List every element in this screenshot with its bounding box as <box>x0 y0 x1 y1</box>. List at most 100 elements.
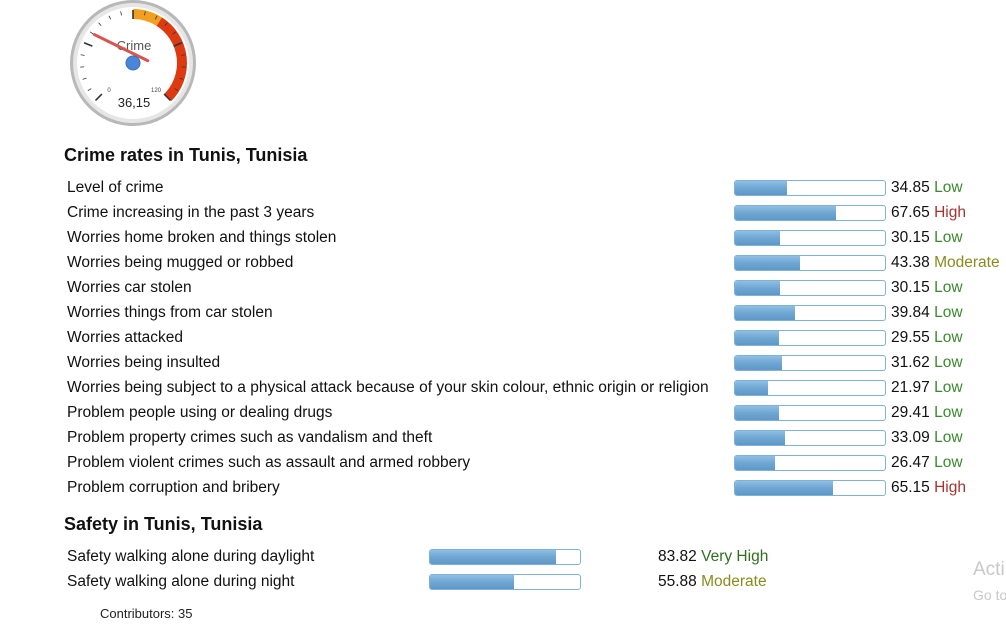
gauge-tick <box>89 31 94 35</box>
gauge-tick <box>163 93 172 102</box>
score-bar-fill <box>735 181 788 195</box>
score-number: 43.38 <box>891 254 930 271</box>
score-bar-fill <box>430 575 514 589</box>
row-label: Problem property crimes such as vandalis… <box>67 429 433 446</box>
score-level: Low <box>934 404 963 421</box>
table-row: Worries being mugged or robbed 43.38 Mode… <box>66 250 1006 275</box>
row-label: Worries being mugged or robbed <box>67 254 294 271</box>
score-bar-fill <box>735 381 768 395</box>
table-row: Worries being insulted 31.62 Low <box>66 350 1006 375</box>
score-value: 31.62 Low <box>891 350 963 375</box>
gauge-tick <box>98 22 102 26</box>
score-bar-fill <box>735 231 781 245</box>
gauge-tick <box>120 11 122 16</box>
score-value: 30.15 Low <box>891 225 963 250</box>
row-label: Worries things from car stolen <box>67 304 273 321</box>
gauge-tick <box>108 15 112 20</box>
score-bar-fill <box>430 550 556 564</box>
gauge-tick <box>173 41 183 47</box>
row-label: Problem people using or dealing drugs <box>67 404 333 421</box>
row-label: Crime increasing in the past 3 years <box>67 204 315 221</box>
crime-section-title: Crime rates in Tunis, Tunisia <box>64 145 308 165</box>
row-label: Worries being insulted <box>67 354 221 371</box>
activation-watermark: Acti Go to <box>973 558 1006 607</box>
table-row: Worries attacked 29.55 Low <box>66 325 1006 350</box>
score-number: 83.82 <box>658 548 697 565</box>
gauge-hub <box>125 55 141 71</box>
table-row: Problem corruption and bribery 65.15 High <box>66 475 1006 500</box>
score-number: 34.85 <box>891 179 930 196</box>
table-row: Worries car stolen 30.15 Low <box>66 275 1006 300</box>
score-bar <box>429 549 581 565</box>
row-label: Worries car stolen <box>67 279 192 296</box>
score-bar <box>429 574 581 590</box>
score-level: Moderate <box>934 254 1000 271</box>
score-level: Moderate <box>701 573 767 590</box>
row-label: Worries home broken and things stolen <box>67 229 337 246</box>
score-value: 33.09 Low <box>891 425 963 450</box>
row-label: Safety walking alone during night <box>67 573 295 590</box>
score-number: 30.15 <box>891 229 930 246</box>
gauge-ticks <box>80 10 186 102</box>
gauge-band-orange <box>132 9 162 26</box>
gauge-tick <box>83 41 93 47</box>
score-number: 26.47 <box>891 454 930 471</box>
gauge-tick <box>179 77 184 80</box>
score-number: 30.15 <box>891 279 930 296</box>
score-level: Low <box>934 179 963 196</box>
score-bar <box>734 330 886 346</box>
score-bar <box>734 305 886 321</box>
score-bar <box>734 255 886 271</box>
score-number: 55.88 <box>658 573 697 590</box>
contributors-count: Contributors: 35 <box>100 606 193 621</box>
gauge-tick <box>164 22 168 26</box>
score-bar <box>734 405 886 421</box>
score-bar-fill <box>735 256 801 270</box>
score-number: 65.15 <box>891 479 930 496</box>
score-bar-fill <box>735 481 833 495</box>
score-level: Low <box>934 354 963 371</box>
score-level: Low <box>934 329 963 346</box>
table-row: Crime increasing in the past 3 years 67.6… <box>66 200 1006 225</box>
gauge-value: 36,15 <box>118 95 151 110</box>
score-value: 39.84 Low <box>891 300 963 325</box>
score-number: 33.09 <box>891 429 930 446</box>
table-row: Problem property crimes such as vandalis… <box>66 425 1006 450</box>
gauge-tick <box>172 31 177 35</box>
score-bar <box>734 455 886 471</box>
table-row: Worries being subject to a physical atta… <box>66 375 1006 400</box>
score-bar <box>734 480 886 496</box>
score-value: 67.65 High <box>891 200 966 225</box>
row-label: Problem corruption and bribery <box>67 479 280 496</box>
score-level: Low <box>934 229 963 246</box>
score-bar <box>734 280 886 296</box>
score-number: 21.97 <box>891 379 930 396</box>
score-number: 39.84 <box>891 304 930 321</box>
score-bar <box>734 355 886 371</box>
gauge-band-red <box>156 17 187 102</box>
score-level: Low <box>934 304 963 321</box>
score-value: 83.82 Very High <box>658 544 768 569</box>
row-label: Problem violent crimes such as assault a… <box>67 454 471 471</box>
score-number: 29.55 <box>891 329 930 346</box>
score-value: 26.47 Low <box>891 450 963 475</box>
score-bar-fill <box>735 406 780 420</box>
score-number: 31.62 <box>891 354 930 371</box>
score-value: 43.38 Moderate <box>891 250 1000 275</box>
crime-gauge: Crime 0 120 36,15 <box>70 0 196 126</box>
score-bar-fill <box>735 206 837 220</box>
score-value: 30.15 Low <box>891 275 963 300</box>
score-number: 67.65 <box>891 204 930 221</box>
table-row: Worries home broken and things stolen 30.… <box>66 225 1006 250</box>
table-row: Level of crime 34.85 Low <box>66 175 1006 200</box>
score-bar <box>734 230 886 246</box>
score-level: Low <box>934 454 963 471</box>
score-bar-fill <box>735 356 783 370</box>
row-label: Safety walking alone during daylight <box>67 548 315 565</box>
gauge-tick <box>174 88 179 92</box>
gauge-tick <box>154 15 158 20</box>
watermark-line-1: Acti <box>973 559 1005 580</box>
score-bar <box>734 205 886 221</box>
table-row: Problem violent crimes such as assault a… <box>66 450 1006 475</box>
gauge-tick <box>87 88 92 92</box>
